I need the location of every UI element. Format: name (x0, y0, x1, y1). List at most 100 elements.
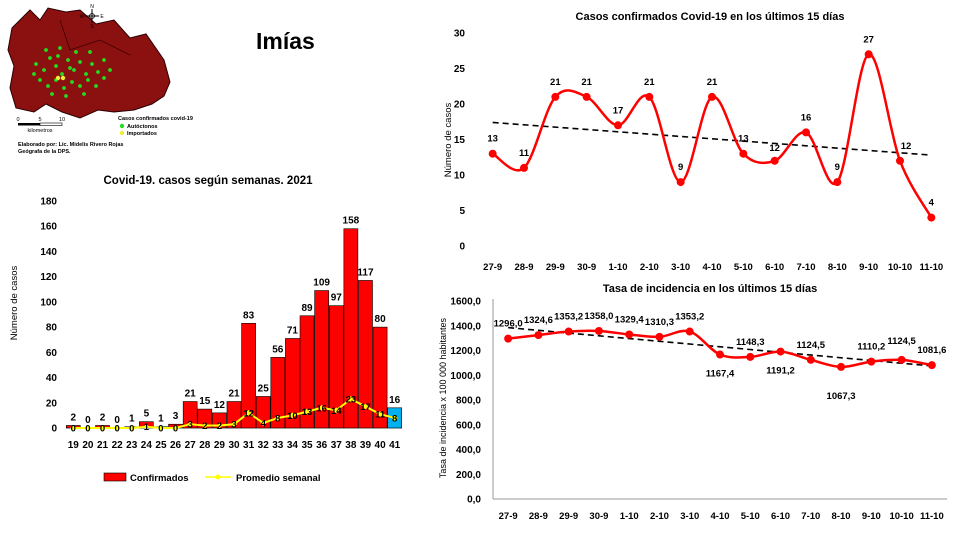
chart1-xtick: 31 (243, 440, 255, 451)
chart2-xtick: 3-10 (671, 262, 690, 273)
chart1-avg-label: 0 (71, 424, 76, 435)
chart1-bar-label: 25 (258, 383, 270, 394)
chart2-xtick: 6-10 (765, 262, 784, 273)
chart1-bar (255, 396, 271, 429)
chart1-xtick: 22 (112, 440, 124, 451)
chart1-xtick: 25 (155, 440, 167, 451)
chart1-bar-label: 21 (185, 389, 197, 400)
chart1-ytick: 20 (46, 398, 58, 409)
chart2-ytick: 25 (454, 64, 466, 75)
chart3-data-label: 1296,0 (494, 319, 523, 330)
chart3-data-label: 1067,3 (827, 391, 856, 402)
chart2-data-label: 12 (901, 141, 912, 152)
chart3-ytick: 400,0 (456, 445, 481, 456)
chart2-data-label: 21 (644, 77, 655, 88)
compass-s: S (90, 24, 94, 30)
chart3-xtick: 2-10 (650, 511, 669, 522)
chart1-bar (139, 421, 154, 429)
chart3-point (867, 357, 876, 366)
chart3-series-line (507, 329, 933, 369)
chart1-xtick: 37 (331, 440, 343, 451)
chart1-bar (197, 408, 213, 429)
chart3-data-label: 1081,6 (917, 345, 946, 356)
chart1-avg-label: 12 (243, 408, 254, 419)
map-case-dot (86, 78, 90, 82)
map-case-dot (88, 50, 92, 54)
chart1-xtick: 39 (360, 440, 372, 451)
legend-confirmados-swatch (103, 472, 127, 482)
chart1-ytick: 140 (40, 247, 57, 258)
chart1-avg-marker (304, 408, 311, 415)
chart1-bar-label: 83 (243, 310, 255, 321)
map-case-dot (38, 78, 42, 82)
chart1-avg-marker (172, 425, 179, 431)
chart1-bar (226, 401, 242, 429)
chart1-bar-label: 56 (272, 344, 284, 355)
chart1-avg-label: 11 (375, 410, 386, 421)
chart3-data-label: 1167,4 (706, 369, 735, 380)
chart2-point (896, 156, 904, 165)
chart3-xtick: 30-9 (589, 511, 608, 522)
chart2-point (488, 149, 497, 158)
chart2-data-label: 21 (581, 77, 592, 88)
chart2-xtick: 2-10 (640, 262, 659, 273)
chart1-avg-label: 13 (302, 407, 313, 418)
chart2-ytick: 10 (454, 171, 466, 182)
chart1-bar (343, 228, 359, 429)
legend-promedio-label: Promedio semanal (236, 473, 320, 484)
chart1-bar-label: 15 (199, 396, 211, 407)
chart1-bar-label: 0 (114, 415, 120, 426)
chart3-data-label: 1148,3 (736, 337, 765, 348)
chart1-ytick: 0 (51, 424, 57, 435)
chart3-data-label: 1353,2 (554, 312, 583, 323)
chart1-bar (314, 290, 329, 429)
chart1-bar-label: 158 (343, 216, 360, 227)
chart3-data-label: 1358,0 (584, 311, 613, 322)
chart1-bar (270, 357, 286, 429)
chart1-avg-marker (70, 425, 77, 431)
chart1-avg-label: 3 (188, 420, 193, 431)
chart1-avg-marker (84, 425, 91, 431)
chart3-point (927, 361, 936, 370)
chart2-data-label: 9 (835, 162, 840, 173)
map-case-dot (60, 72, 64, 76)
chart1-xtick: 27 (185, 440, 197, 451)
chart2-point (676, 178, 685, 187)
chart1-ylabel: Número de casos (9, 266, 20, 341)
chart2-point (833, 178, 842, 187)
map-case-dot (102, 58, 106, 62)
chart1-xtick: 40 (375, 440, 387, 451)
chart1-avg-marker (362, 403, 369, 410)
map-imported-dot (60, 75, 66, 81)
chart3-xtick: 27-9 (499, 511, 518, 522)
chart3-point (897, 355, 906, 364)
chart1-avg-line (73, 397, 395, 429)
chart1-bar-label: 21 (228, 389, 240, 400)
chart1-avg-marker (333, 407, 340, 414)
chart1-xtick: 28 (199, 440, 211, 451)
chart1-bar-label: 3 (173, 411, 179, 422)
chart1-avg-label: 8 (392, 413, 397, 424)
legend-importado-dot (119, 130, 125, 136)
chart3-data-label: 1324,6 (524, 315, 553, 326)
chart1-avg-label: 16 (316, 403, 327, 414)
chart3-data-label: 1124,5 (887, 336, 916, 347)
legend-autoctono-dot (119, 123, 125, 129)
chart1-avg-label: 0 (85, 424, 90, 435)
chart1-avg-label: 0 (173, 424, 178, 435)
chart2-title: Casos confirmados Covid-19 en los último… (576, 11, 845, 23)
map-case-dot (102, 76, 106, 80)
chart2-point (802, 128, 810, 137)
map-case-dot (78, 60, 82, 64)
map-case-dot (96, 70, 100, 74)
chart1-bar-label: 89 (301, 303, 313, 314)
map-land-shape (7, 7, 171, 119)
chart1-avg-label: 17 (360, 402, 371, 413)
chart1-xtick: 24 (141, 440, 153, 451)
map-imported-dot (55, 75, 61, 81)
chart3-xtick: 3-10 (680, 511, 699, 522)
chart3-point (776, 347, 785, 356)
map-case-dot (54, 78, 58, 82)
chart1-bar (299, 315, 315, 429)
